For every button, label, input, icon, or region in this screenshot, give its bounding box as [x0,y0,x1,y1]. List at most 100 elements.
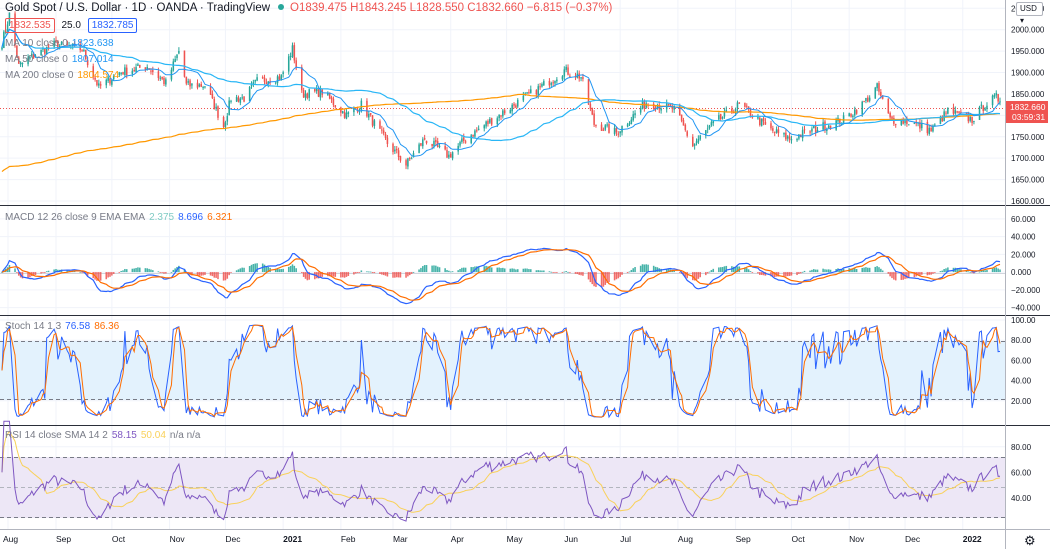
currency-selector[interactable]: USD ▾ [1016,2,1043,25]
macd-histogram-bar [274,268,277,273]
macd-histogram-bar [991,268,994,273]
ma50-legend[interactable]: MA 50 close 0 1807.014 [5,54,114,66]
candle-body [749,109,752,117]
rsi-legend[interactable]: RSI 14 close SMA 14 2 58.15 50.04 n/a n/a [5,430,201,442]
candle-body [773,131,776,133]
price-axis-tick: 60.000 [1011,215,1036,224]
macd-histogram-bar [53,269,55,273]
candle-body [710,122,713,126]
candle-body [172,61,175,71]
macd-histogram-bar [891,272,893,279]
macd-histogram-bar [418,269,420,273]
candle-body [483,125,486,129]
candle-body [589,104,592,109]
candle-body [44,48,46,54]
candle-body [734,108,737,114]
candle-body [606,124,608,126]
candle-body [187,81,189,83]
change-value: −6.815 (−0.37%) [526,2,613,14]
candle-body [267,81,270,84]
macd-legend[interactable]: MACD 12 26 close 9 EMA EMA 2.375 8.696 6.32… [5,212,232,224]
macd-histogram-bar [379,272,381,275]
candle-body [496,118,499,125]
candle-body [619,131,621,134]
macd-histogram-bar [392,272,394,278]
macd-histogram-bar [809,270,811,273]
macd-line [1,247,1001,305]
candle-body [60,41,63,46]
macd-histogram-bar [215,272,217,278]
candle-body [693,143,696,146]
macd-histogram-bar [852,268,854,273]
macd-histogram-bar [66,269,68,273]
macd-histogram-bar [224,272,227,281]
macd-histogram-bar [874,266,877,273]
candle-body [230,100,232,102]
gear-icon[interactable]: ⚙ [1024,533,1036,548]
time-axis-label: Aug [678,534,693,544]
price-axis-tick: 1900.000 [1011,69,1045,78]
macd-histogram-bar [45,271,48,273]
stoch-legend[interactable]: Stoch 14 1 3 76.58 86.36 [5,321,119,333]
candle-body [772,128,774,131]
candle-body [291,45,294,57]
candle-body [209,86,212,95]
macd-histogram-bar [932,272,934,274]
candle-body [202,86,204,88]
ma10-legend[interactable]: MA 10 close 0 1823.638 [5,38,114,50]
macd-histogram-bar [645,264,648,273]
macd-histogram-bar [425,265,428,273]
candle-body [813,126,815,129]
macd-histogram-bar [626,272,629,274]
candle-body [81,49,83,51]
candle-body [522,95,525,101]
low-value: L1828.550 [409,2,465,14]
ma50-line [1,28,1001,142]
macd-histogram-bar [250,264,253,273]
macd-histogram-bar [671,270,674,273]
ma200-legend[interactable]: MA 200 close 0 1804.574 [5,70,119,82]
macd-histogram-bar [353,272,355,275]
macd-histogram-bar [489,266,491,273]
sell-button[interactable]: 1832.535 [5,18,55,33]
candle-body [146,66,149,70]
candle-body [446,150,448,158]
macd-histogram-bar [174,268,176,273]
macd-histogram-bar [200,272,203,276]
macd-histogram-bar [120,270,122,273]
candle-body [407,158,409,167]
macd-histogram-bar [634,267,636,273]
buy-button[interactable]: 1832.785 [87,18,138,33]
candle-body [397,150,400,157]
macd-histogram-bar [343,272,346,278]
macd-histogram-bar [563,271,566,273]
macd-histogram-bar [889,272,891,277]
candle-body [94,77,96,80]
symbol-title[interactable]: Gold Spot / U.S. Dollar · 1D · OANDA · T… [5,2,271,14]
ma200-line [1,93,1001,173]
macd-histogram-bar [347,272,350,276]
macd-histogram-bar [243,267,245,273]
candle-body [656,105,659,109]
candle-body [112,76,115,80]
macd-histogram-bar [751,272,754,273]
macd-histogram-bar [749,271,752,273]
last-price-label: 1832.660 03:59:31 [1006,101,1048,123]
macd-histogram-bar [405,272,407,278]
macd-histogram-bar [550,271,553,273]
candle-body [736,102,739,109]
macd-histogram-bar [576,272,579,275]
time-axis-label: 2021 [283,534,302,544]
macd-histogram-bar [408,272,411,276]
macd-histogram-bar [360,270,363,273]
candle-body [930,127,932,132]
macd-histogram-bar [395,272,398,278]
candle-body [723,111,726,117]
candle-body [673,105,675,110]
candle-body [66,41,68,45]
macd-histogram-bar [47,270,50,273]
candle-body [462,137,465,141]
candle-body [790,139,793,141]
candle-body [956,111,958,113]
